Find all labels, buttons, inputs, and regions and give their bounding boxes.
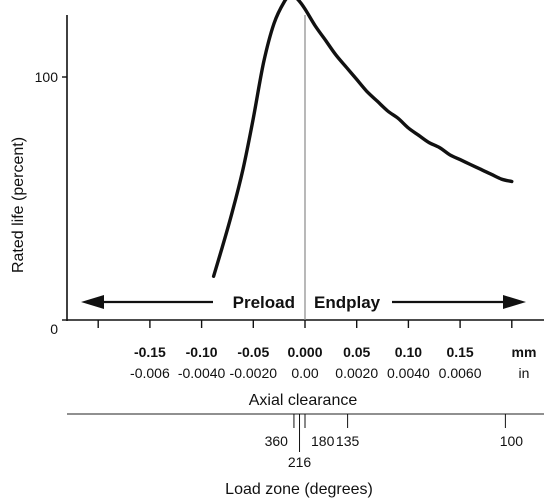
x-tick-label-mm-0: -0.15 [134,344,166,360]
load-zone-label-216: 216 [288,454,312,470]
x-tick-labels-in: -0.006 -0.0040 -0.0020 0.00 0.0020 0.0040 0.00… [130,365,482,381]
x-tick-label-mm-2: -0.05 [237,344,269,360]
x-tick-group [97,320,513,328]
endplay-label: Endplay [314,293,381,312]
load-zone-title: Load zone (degrees) [225,481,373,498]
x-tick-label-in-2: -0.0020 [230,365,278,381]
load-zone-label-100: 100 [500,433,524,449]
x-unit-in: in [519,365,530,381]
y-tick-group: 0 100 [35,69,67,337]
x-unit-mm: mm [512,344,537,360]
x-tick-labels-mm: -0.15 -0.10 -0.05 0.000 0.05 0.10 0.15 [134,344,474,360]
x-axis-title: Axial clearance [249,392,358,409]
endplay-arrow [392,295,526,309]
x-tick-label-mm-5: 0.10 [395,344,422,360]
load-zone-label-135: 135 [336,433,360,449]
x-tick-label-in-1: -0.0040 [178,365,226,381]
y-tick-label-100: 100 [35,69,59,85]
x-tick-label-mm-4: 0.05 [343,344,370,360]
x-tick-label-in-4: 0.0020 [335,365,378,381]
load-zone-ticks: 360 216 180 135 100 [265,414,524,470]
x-tick-label-in-0: -0.006 [130,365,170,381]
x-tick-label-mm-3: 0.000 [287,344,322,360]
preload-label: Preload [233,293,295,312]
x-tick-label-mm-1: -0.10 [186,344,218,360]
x-tick-label-in-6: 0.0060 [439,365,482,381]
x-tick-label-in-3: 0.00 [291,365,318,381]
load-zone-label-360: 360 [265,433,289,449]
y-axis-title: Rated life (percent) [10,137,27,273]
load-zone-label-180: 180 [311,433,335,449]
preload-arrow [81,295,213,309]
x-tick-label-mm-6: 0.15 [446,344,473,360]
rated-life-curve [211,0,514,278]
y-tick-label-0: 0 [50,321,58,337]
x-tick-label-in-5: 0.0040 [387,365,430,381]
